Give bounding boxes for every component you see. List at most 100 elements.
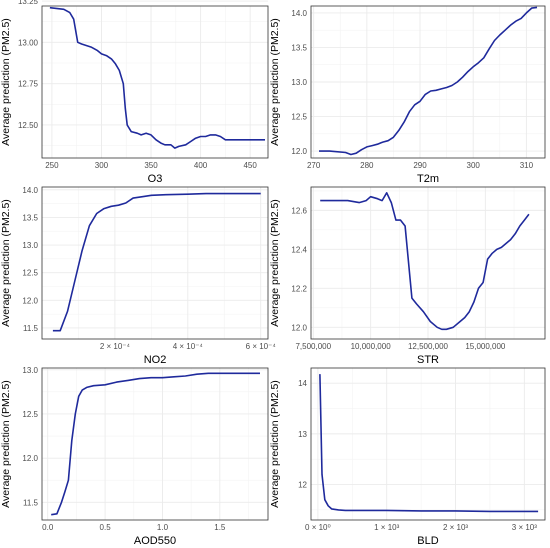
y-axis-label: Average prediction (PM2.5): [0, 18, 12, 146]
x-tick-label: 2 × 10³: [443, 523, 468, 532]
y-axis-label: Average prediction (PM2.5): [0, 380, 12, 508]
y-ticks: 12.0 12.2 12.4 12.6: [291, 206, 307, 332]
x-axis-label: AOD550: [134, 535, 176, 547]
y-tick-label: 13.5: [291, 43, 307, 52]
x-tick-label: 2 × 10⁻⁴: [100, 342, 131, 351]
x-tick-label: 6 × 10⁻⁴: [246, 342, 277, 351]
plot-area: [41, 0, 269, 159]
plot-area: [310, 367, 546, 521]
plot-area: [41, 186, 269, 340]
y-axis-label: Average prediction (PM2.5): [0, 199, 12, 327]
y-tick-label: 12.2: [291, 284, 307, 293]
y-tick-label: 12.0: [22, 296, 38, 305]
x-axis-label: T2m: [417, 173, 439, 185]
x-tick-label: 300: [467, 161, 481, 170]
x-axis-label: NO2: [144, 354, 167, 366]
panel-frame: [41, 186, 269, 340]
x-tick-label: 4 × 10⁻⁴: [173, 342, 204, 351]
y-tick-label: 12.5: [22, 269, 38, 278]
y-tick-label: 12.5: [22, 410, 38, 419]
y-axis-label: Average prediction (PM2.5): [269, 18, 281, 146]
plot-area: [310, 186, 546, 340]
y-axis-label: Average prediction (PM2.5): [269, 199, 281, 327]
x-tick-label: 15,000,000: [465, 342, 506, 351]
y-tick-label: 12.5: [291, 113, 307, 122]
x-tick-label: 0 × 10⁰: [305, 523, 331, 532]
y-tick-label: 14: [298, 379, 307, 388]
x-tick-label: 1.0: [157, 523, 169, 532]
panel-frame: [310, 367, 546, 521]
y-tick-label: 11.5: [23, 498, 39, 507]
x-ticks: 7,500,000 10,000,000 12,500,000 15,000,000: [295, 342, 505, 351]
y-ticks: 12.50 12.75 13.00 13.25: [18, 0, 39, 130]
y-tick-label: 13: [298, 430, 307, 439]
panel-frame: [310, 5, 546, 159]
y-tick-label: 13.25: [18, 0, 39, 6]
series-line: [51, 372, 260, 516]
x-ticks: 0 × 10⁰ 1 × 10³ 2 × 10³ 3 × 10³: [305, 523, 537, 532]
y-tick-label: 14.0: [22, 186, 38, 195]
x-tick-label: 400: [194, 161, 208, 170]
panel-str: 12.0 12.2 12.4 12.6 7,500,000 10,000,000 12,5…: [269, 186, 546, 366]
x-tick-label: 310: [520, 161, 534, 170]
series-line: [52, 192, 261, 332]
series-line: [320, 192, 530, 331]
x-tick-label: 280: [360, 161, 374, 170]
x-axis-label: STR: [417, 354, 439, 366]
y-tick-label: 12.0: [291, 147, 307, 156]
x-ticks: 250 300 350 400 450: [45, 161, 257, 170]
panel-t2m: 12.0 12.5 13.0 13.5 14.0 270 280 290 300 310 T2m…: [269, 5, 546, 185]
x-tick-label: 0.5: [100, 523, 112, 532]
x-tick-label: 12,500,000: [408, 342, 449, 351]
panel-no2: 11.5 12.0 12.5 13.0 13.5 14.0 2 × 10⁻⁴ 4 × 10⁻…: [0, 186, 276, 366]
y-ticks: 12.0 12.5 13.0 13.5 14.0: [291, 9, 307, 156]
series-line: [319, 374, 539, 513]
y-tick-label: 12.50: [18, 121, 39, 130]
y-tick-label: 13.0: [291, 78, 307, 87]
panel-frame: [310, 186, 546, 340]
y-tick-label: 12.0: [291, 323, 307, 332]
y-tick-label: 12.6: [291, 206, 307, 215]
y-tick-label: 12.4: [291, 245, 307, 254]
x-tick-label: 0.0: [42, 523, 54, 532]
x-tick-label: 350: [144, 161, 158, 170]
y-tick-label: 12.0: [22, 454, 38, 463]
x-ticks: 2 × 10⁻⁴ 4 × 10⁻⁴ 6 × 10⁻⁴: [100, 342, 276, 351]
panel-aod550: 11.5 12.0 12.5 13.0 0.0 0.5 1.0 1.5 AOD550 Ave…: [0, 366, 269, 547]
x-ticks: 0.0 0.5 1.0 1.5: [42, 523, 226, 532]
x-axis-label: O3: [148, 173, 163, 185]
y-ticks: 11.5 12.0 12.5 13.0: [22, 366, 38, 508]
y-tick-label: 13.00: [18, 38, 39, 47]
x-tick-label: 270: [307, 161, 321, 170]
y-tick-label: 13.0: [22, 241, 38, 250]
y-tick-label: 11.5: [23, 324, 39, 333]
x-tick-label: 7,500,000: [295, 342, 331, 351]
plot-area: [310, 5, 546, 159]
y-tick-label: 13.5: [22, 213, 38, 222]
y-tick-label: 13.0: [22, 366, 38, 375]
x-tick-label: 10,000,000: [351, 342, 392, 351]
x-tick-label: 1 × 10³: [374, 523, 399, 532]
panel-frame: [41, 367, 269, 521]
x-tick-label: 290: [413, 161, 427, 170]
x-tick-label: 1.5: [214, 523, 226, 532]
x-tick-label: 3 × 10³: [512, 523, 537, 532]
y-tick-label: 12.75: [18, 80, 39, 89]
panel-frame: [41, 5, 269, 159]
x-ticks: 270 280 290 300 310: [307, 161, 534, 170]
y-axis-label: Average prediction (PM2.5): [269, 380, 281, 508]
y-ticks: 11.5 12.0 12.5 13.0 13.5 14.0: [22, 186, 38, 333]
x-tick-label: 450: [243, 161, 257, 170]
y-ticks: 12 13 14: [298, 379, 307, 489]
series-line: [319, 6, 538, 156]
plot-area: [41, 367, 269, 521]
y-tick-label: 12: [298, 481, 307, 490]
x-tick-label: 250: [45, 161, 59, 170]
series-line: [49, 6, 265, 149]
x-tick-label: 300: [95, 161, 109, 170]
x-axis-label: BLD: [417, 535, 438, 547]
y-tick-label: 14.0: [291, 9, 307, 18]
